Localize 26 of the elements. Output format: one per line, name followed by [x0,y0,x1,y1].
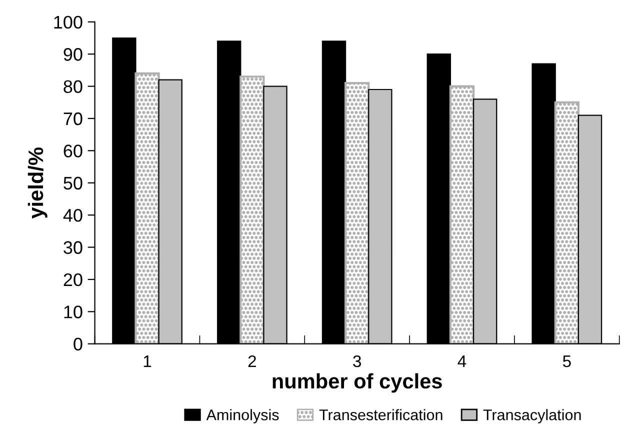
y-tick-label: 0 [74,338,82,351]
x-tick-label: 4 [458,356,466,368]
y-tick-label: 20 [64,273,82,286]
y-tick-label: 30 [64,241,82,254]
legend-label: Aminolysis [206,409,279,424]
y-tick-label: 50 [64,176,82,190]
x-tick-label: 5 [562,356,571,368]
y-tick-label: 70 [64,112,82,126]
bar [344,82,370,344]
x-tick-label: 1 [144,356,152,368]
x-tick-label: 2 [248,355,256,368]
bar [449,85,475,344]
y-tick-label: 100 [54,16,82,29]
bar [240,76,265,344]
x-tick-label: 3 [353,355,361,368]
legend-label: Transesterification [319,409,442,420]
y-tick-label: 60 [64,144,82,158]
legend-label: Transacylation [483,409,581,424]
x-axis-title: number of cycles [272,373,442,393]
bar [554,101,580,344]
y-tick-label: 80 [64,80,82,94]
y-tick-label: 40 [63,208,82,222]
bar [134,72,160,344]
y-axis-title: yield/% [28,148,48,219]
y-tick-label: 90 [64,48,82,61]
y-tick-label: 10 [64,306,82,318]
